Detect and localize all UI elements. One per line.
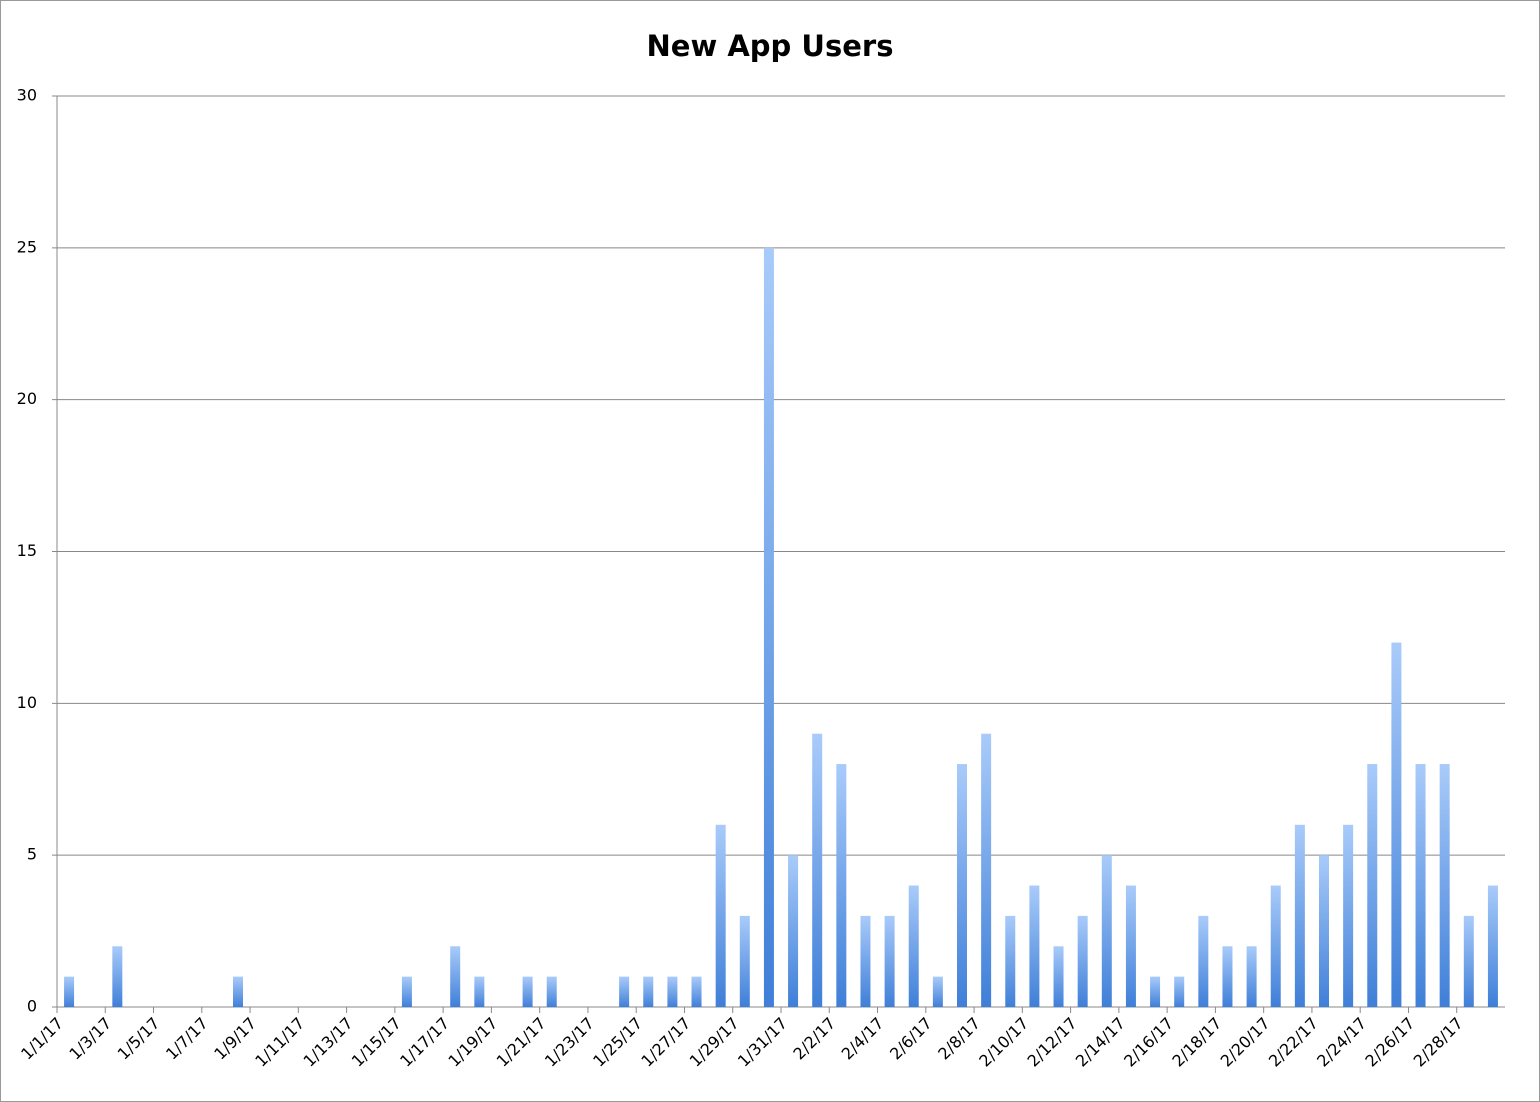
y-tick-label: 20	[17, 389, 37, 408]
bar	[1101, 855, 1112, 1007]
y-tick-label: 10	[17, 693, 37, 712]
bar	[450, 946, 461, 1007]
bar	[932, 976, 943, 1007]
bar	[1343, 824, 1354, 1007]
bar	[1270, 885, 1281, 1007]
bar	[643, 976, 654, 1007]
bar	[1174, 976, 1185, 1007]
bar	[1125, 885, 1136, 1007]
bar	[981, 733, 992, 1007]
bar	[763, 247, 774, 1008]
bar	[1319, 855, 1329, 1007]
bar	[1005, 915, 1016, 1007]
y-tick-label: 30	[17, 86, 37, 105]
bar	[860, 915, 871, 1007]
bar	[1415, 764, 1426, 1007]
bar	[908, 885, 919, 1007]
bar	[1029, 885, 1040, 1007]
bar	[1367, 764, 1378, 1007]
bar	[1150, 976, 1161, 1007]
bar	[474, 976, 485, 1007]
bar	[64, 976, 75, 1007]
bar	[1439, 764, 1450, 1007]
bar	[619, 976, 630, 1007]
bar	[836, 764, 847, 1007]
bar	[667, 976, 678, 1007]
bar	[1222, 946, 1233, 1007]
bar	[546, 976, 557, 1007]
bar	[957, 764, 967, 1007]
y-tick-label: 25	[17, 237, 37, 256]
bar	[715, 824, 726, 1007]
y-tick-label: 5	[27, 845, 37, 864]
bar	[1077, 915, 1088, 1007]
bar	[1391, 642, 1402, 1007]
bar	[522, 976, 533, 1007]
bar	[812, 733, 823, 1007]
y-tick-label: 15	[17, 541, 37, 560]
bar	[884, 915, 895, 1007]
bar	[233, 976, 243, 1007]
bar	[1246, 946, 1257, 1007]
bar	[788, 855, 799, 1007]
bar	[1198, 915, 1209, 1007]
bar	[401, 976, 412, 1007]
bar	[739, 915, 750, 1007]
y-tick-label: 0	[27, 997, 37, 1016]
bar	[1487, 885, 1498, 1007]
bar	[1294, 824, 1305, 1007]
bar	[1463, 915, 1474, 1007]
chart-title: New App Users	[647, 29, 894, 63]
bar	[112, 946, 123, 1007]
bar	[1053, 946, 1064, 1007]
bar	[691, 976, 702, 1007]
